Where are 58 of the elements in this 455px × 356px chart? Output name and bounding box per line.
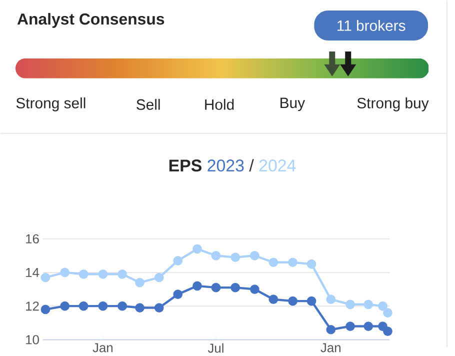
point (135, 303, 144, 312)
point (326, 324, 336, 334)
x-tick-label: Jul (208, 343, 224, 353)
point (98, 269, 108, 279)
text: 11 brokers (338, 20, 406, 31)
point (154, 303, 164, 312)
point (60, 301, 70, 311)
point (250, 284, 260, 294)
y-tick-label: 10 (26, 335, 39, 344)
point (268, 258, 278, 268)
point (192, 281, 202, 291)
point (230, 252, 240, 262)
category-label: Hold (205, 98, 234, 110)
point (173, 290, 183, 299)
point (306, 259, 316, 269)
chart-title: EPS (169, 160, 202, 172)
point (268, 294, 278, 304)
category-label: Sell (136, 98, 160, 110)
point (378, 322, 388, 331)
text: 2023 (208, 160, 244, 172)
point (346, 300, 355, 310)
point (288, 296, 298, 306)
point (135, 278, 144, 288)
point (230, 282, 240, 292)
category-label: Buy (280, 98, 306, 112)
point (78, 269, 88, 279)
point (346, 322, 355, 331)
category-label: Strong sell (16, 97, 86, 112)
text: Analyst Consensus (17, 12, 164, 28)
point (378, 301, 388, 311)
point (118, 269, 127, 279)
point (383, 326, 392, 336)
x-tick-label: Jan (320, 343, 340, 352)
point (326, 294, 336, 304)
point (192, 244, 202, 254)
point (250, 250, 260, 260)
point (78, 301, 88, 311)
point (211, 282, 221, 292)
y-tick-label: 12 (26, 302, 39, 311)
point (40, 304, 50, 314)
point (383, 308, 392, 318)
point (118, 301, 127, 311)
point (173, 256, 183, 266)
point (288, 258, 298, 268)
y-tick-label: 16 (26, 234, 39, 244)
x-tick-label: Jan (92, 343, 113, 352)
point (154, 272, 164, 282)
point (211, 250, 221, 260)
point (98, 301, 108, 311)
point (306, 296, 316, 306)
y-tick-label: 14 (26, 268, 40, 277)
point (364, 322, 374, 331)
text: 2024 (259, 160, 296, 172)
point (60, 268, 70, 278)
point (40, 272, 50, 282)
category-label: Strong buy (357, 97, 429, 112)
text: / (249, 159, 254, 172)
point (364, 300, 374, 310)
